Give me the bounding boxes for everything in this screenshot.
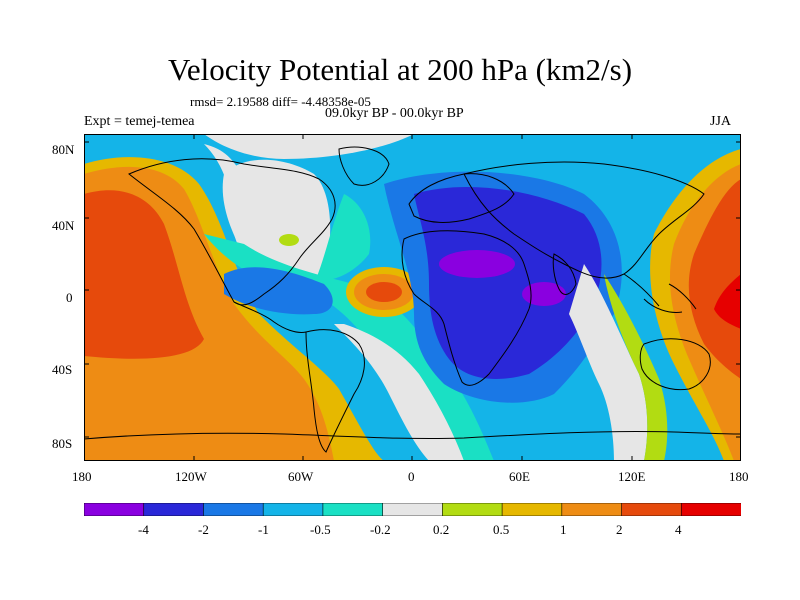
colorbar-swatch [203, 503, 264, 516]
colorbar-label: 0.5 [493, 522, 510, 537]
field-africa-darkblue [414, 186, 602, 379]
colorbar-label: 4 [675, 522, 682, 537]
lat-label-40s: 40S [52, 362, 73, 377]
colorbar-label: -2 [198, 522, 209, 537]
colorbar [84, 503, 741, 516]
colorbar-swatch [561, 503, 623, 516]
experiment-label: Expt = temej-temea [84, 114, 195, 129]
map-ticks [84, 134, 741, 461]
lon-label-180e: 180 [729, 469, 749, 484]
colorbar-swatch [84, 503, 145, 516]
field-east-pacific-deepred [714, 274, 741, 329]
field-north-atlantic-cyan [316, 194, 371, 281]
coast-north-america [128, 158, 336, 306]
colorbar-swatch [621, 503, 683, 516]
field-atlantic-green-dot [279, 234, 299, 246]
lat-label-0: 0 [66, 290, 73, 305]
coast-greenland [338, 146, 390, 186]
lat-label-80n: 80N [52, 142, 75, 157]
field-indian-ocean-purple [522, 282, 566, 306]
coast-asia [463, 161, 705, 279]
coast-europe [408, 173, 515, 223]
colorbar-label: 0.2 [433, 522, 450, 537]
coast-southeast-asia [623, 273, 697, 313]
map-title: Velocity Potential at 200 hPa (km2/s) [167, 52, 633, 87]
colorbar-label: -0.2 [370, 522, 391, 537]
lon-label-120w: 120W [175, 469, 207, 484]
lat-label-80s: 80S [52, 436, 73, 451]
field-south-atlantic-white [334, 324, 464, 461]
field-arctic-white [204, 134, 414, 159]
coast-antarctica [84, 430, 741, 440]
velocity-potential-map [84, 134, 741, 461]
colorbar-swatch [501, 503, 563, 516]
coastlines [84, 146, 741, 453]
colorbar-swatch [382, 503, 444, 516]
lat-label-40n: 40N [52, 218, 75, 233]
colorbar-label: -0.5 [310, 522, 331, 537]
lon-label-0: 0 [408, 469, 415, 484]
field-south-indian-white [569, 264, 648, 461]
colorbar-swatch [442, 503, 503, 516]
lon-label-60e: 60E [509, 469, 530, 484]
field-east-pacific-red [688, 179, 741, 379]
lon-label-60w: 60W [288, 469, 314, 484]
period-label: 09.0kyr BP - 00.0kyr BP [325, 106, 464, 121]
colorbar-label: 2 [616, 522, 623, 537]
coast-india [552, 253, 577, 295]
field-eq-atlantic-red [366, 282, 402, 302]
lon-label-120e: 120E [618, 469, 646, 484]
colorbar-label: -4 [138, 522, 149, 537]
season-label: JJA [710, 114, 732, 129]
field-south-indian-green [604, 274, 668, 461]
colorbar-swatch [262, 503, 324, 516]
colorbar-label: -1 [258, 522, 269, 537]
colorbar-label: 1 [560, 522, 567, 537]
stats-line: rmsd= 2.19588 diff= -4.48358e-05 [190, 94, 371, 109]
field-west-pacific-red [84, 190, 204, 359]
coast-central-america [233, 301, 307, 333]
lon-label-180w: 180 [72, 469, 92, 484]
coast-africa [401, 230, 532, 386]
coast-australia [639, 338, 711, 391]
colorbar-swatch [322, 503, 384, 516]
field-arabia-purple [439, 250, 515, 278]
coast-south-america [305, 329, 365, 453]
colorbar-swatch [680, 503, 741, 516]
colorbar-swatch [143, 503, 205, 516]
